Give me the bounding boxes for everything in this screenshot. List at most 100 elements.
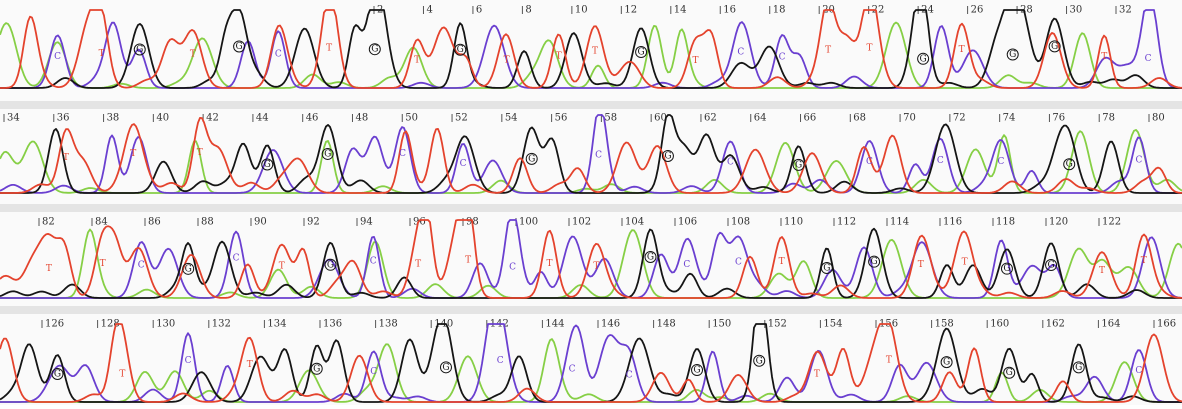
position-label: 30 xyxy=(1070,5,1083,16)
base-call-ring xyxy=(233,40,246,53)
base-call-ring xyxy=(310,362,323,375)
position-label: 126 xyxy=(45,319,64,330)
base-call: T xyxy=(46,264,52,274)
base-call: G xyxy=(313,364,320,374)
position-label: 110 xyxy=(784,217,803,228)
position-label: 160 xyxy=(990,319,1009,330)
position-label: 54 xyxy=(505,113,518,124)
position-label: 146 xyxy=(601,319,620,330)
base-call: G xyxy=(236,42,243,52)
base-call: T xyxy=(326,44,332,54)
base-call: G xyxy=(943,358,950,368)
position-label: 32 xyxy=(1119,5,1132,16)
position-label: 6 xyxy=(476,5,482,16)
position-label: 24 xyxy=(921,5,934,16)
position-label: 128 xyxy=(101,319,120,330)
base-call: G xyxy=(1047,261,1054,271)
trace-g xyxy=(0,227,1182,299)
base-call: C xyxy=(497,356,504,366)
base-call: T xyxy=(867,44,873,54)
position-label: 122 xyxy=(1102,217,1121,228)
trace-a xyxy=(0,21,1182,89)
base-call: T xyxy=(279,262,285,272)
base-call: T xyxy=(1099,266,1105,276)
base-call: G xyxy=(920,54,927,64)
position-label: 4 xyxy=(426,5,432,16)
base-call: G xyxy=(637,48,644,58)
base-call: C xyxy=(866,157,873,167)
base-call: C xyxy=(460,159,467,169)
position-label: 22 xyxy=(872,5,885,16)
base-call: C xyxy=(54,52,61,62)
base-call-ring xyxy=(525,152,538,165)
base-call: G xyxy=(457,45,464,55)
position-label: 52 xyxy=(455,113,468,124)
position-label: 12 xyxy=(624,5,637,16)
position-label: 80 xyxy=(1152,113,1165,124)
position-label: 82 xyxy=(42,217,55,228)
base-call: G xyxy=(756,356,763,366)
base-call: T xyxy=(247,360,253,370)
position-label: 72 xyxy=(953,113,966,124)
base-call: G xyxy=(795,160,802,170)
base-call-ring xyxy=(691,364,704,377)
position-label: 38 xyxy=(107,113,120,124)
base-call: C xyxy=(727,158,734,168)
position-label: 130 xyxy=(156,319,175,330)
base-call-ring xyxy=(1000,262,1013,275)
base-call: C xyxy=(997,157,1004,167)
trace-t xyxy=(0,9,1182,89)
position-label: 94 xyxy=(360,217,373,228)
trace-c xyxy=(0,219,1182,299)
base-call: G xyxy=(528,154,535,164)
base-call: C xyxy=(1145,54,1152,64)
position-label: 66 xyxy=(804,113,817,124)
position-label: 18 xyxy=(773,5,786,16)
base-call: T xyxy=(130,149,136,159)
position-label: 76 xyxy=(1052,113,1065,124)
base-call-ring xyxy=(324,258,337,271)
base-call: G xyxy=(1006,368,1013,378)
base-call: G xyxy=(185,264,192,274)
base-call: G xyxy=(442,363,449,373)
base-call: T xyxy=(918,260,924,270)
position-label: 154 xyxy=(823,319,842,330)
base-call-ring xyxy=(940,356,953,369)
trace-t xyxy=(0,323,1182,403)
position-label: 158 xyxy=(935,319,954,330)
position-label: 44 xyxy=(256,113,269,124)
base-call: C xyxy=(399,149,406,159)
base-call: C xyxy=(937,156,944,166)
base-call: T xyxy=(119,370,125,380)
position-label: 58 xyxy=(604,113,617,124)
base-call: T xyxy=(814,369,820,379)
base-call: G xyxy=(1051,42,1058,52)
position-label: 162 xyxy=(1046,319,1065,330)
base-call: T xyxy=(414,55,420,65)
base-call-ring xyxy=(868,255,881,268)
base-call: G xyxy=(1075,363,1082,373)
position-label: 10 xyxy=(575,5,588,16)
base-call: T xyxy=(886,356,892,366)
base-call: C xyxy=(595,150,602,160)
position-label: 100 xyxy=(519,217,538,228)
base-call: C xyxy=(275,49,282,59)
base-call-ring xyxy=(454,43,467,56)
base-call: T xyxy=(1141,256,1147,266)
position-label: 34 xyxy=(7,113,20,124)
base-call: C xyxy=(626,370,633,380)
position-label: 56 xyxy=(555,113,568,124)
base-call: C xyxy=(569,364,576,374)
position-label: 46 xyxy=(306,113,319,124)
row-separator xyxy=(0,101,1182,109)
base-call-ring xyxy=(1072,361,1085,374)
position-label: 152 xyxy=(768,319,787,330)
position-label: 118 xyxy=(996,217,1015,228)
position-label: 92 xyxy=(307,217,320,228)
position-label: 106 xyxy=(678,217,697,228)
base-call: C xyxy=(779,53,786,63)
base-call: G xyxy=(264,160,271,170)
base-call: T xyxy=(99,49,105,59)
